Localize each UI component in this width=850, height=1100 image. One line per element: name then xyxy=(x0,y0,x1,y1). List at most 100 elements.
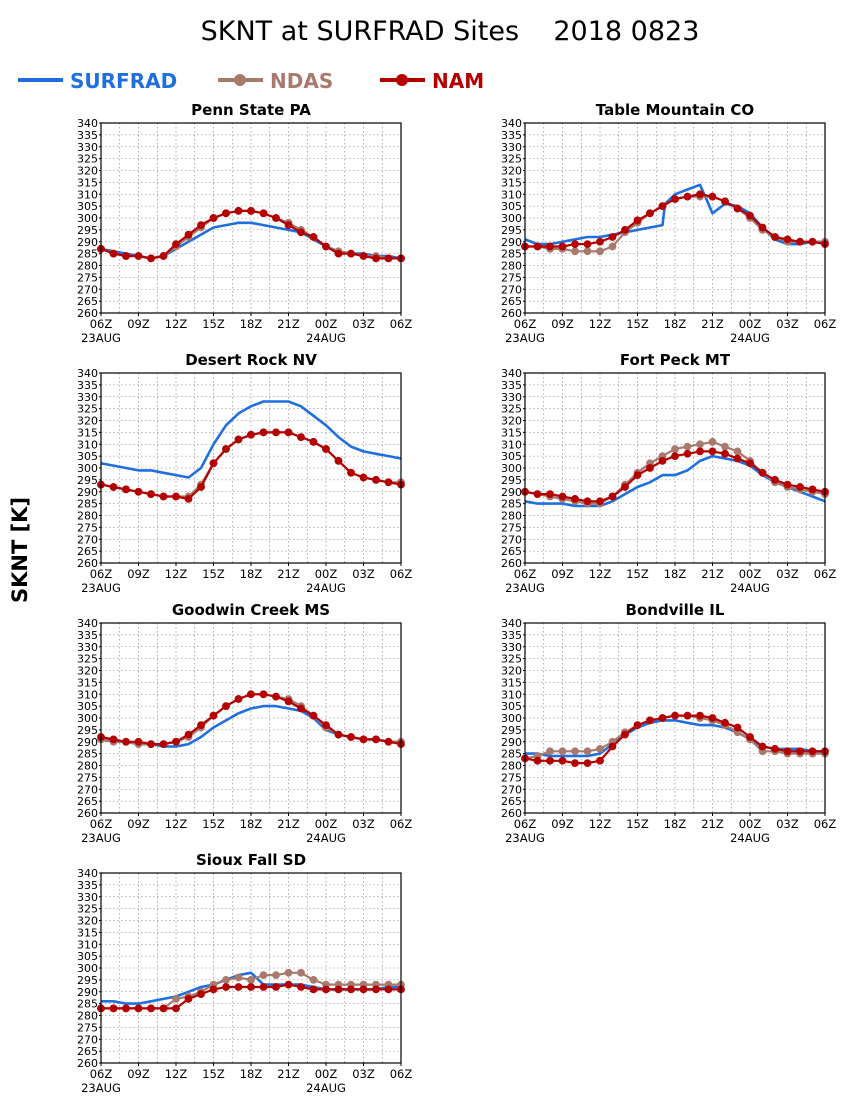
data-point-nam xyxy=(234,206,243,215)
y-tick-label: 265 xyxy=(77,1045,98,1058)
data-point-nam xyxy=(796,747,804,756)
data-point-ndas xyxy=(696,440,704,449)
panels: Penn State PA260265270275280285290295300… xyxy=(77,101,836,1095)
data-point-nam xyxy=(596,497,604,506)
x-tick-label: 06Z xyxy=(90,317,113,331)
y-tick-label: 265 xyxy=(77,795,98,808)
date-label: 24AUG xyxy=(306,831,346,845)
y-tick-label: 315 xyxy=(501,176,522,189)
x-tick-label: 12Z xyxy=(589,567,612,581)
data-point-nam xyxy=(758,223,767,232)
data-point-nam xyxy=(297,704,305,713)
data-point-nam xyxy=(596,237,604,246)
y-tick-label: 315 xyxy=(501,426,522,439)
y-tick-label: 290 xyxy=(501,236,522,249)
y-tick-label: 335 xyxy=(77,629,98,642)
data-point-nam xyxy=(658,714,667,722)
data-point-nam xyxy=(222,702,230,711)
legend-item-nam: NAM xyxy=(380,69,484,93)
panel-title: Desert Rock NV xyxy=(185,351,317,369)
y-tick-label: 265 xyxy=(501,795,522,808)
x-tick-label: 18Z xyxy=(664,817,687,831)
data-point-ndas xyxy=(259,971,268,980)
x-tick-label: 15Z xyxy=(202,567,225,581)
x-tick-label: 12Z xyxy=(165,817,188,831)
y-tick-label: 335 xyxy=(501,379,522,392)
date-label: 23AUG xyxy=(505,581,545,595)
data-point-nam xyxy=(558,242,567,251)
x-tick-label: 12Z xyxy=(589,817,612,831)
data-point-ndas xyxy=(297,968,305,977)
y-tick-label: 295 xyxy=(77,974,98,987)
y-tick-label: 340 xyxy=(501,367,522,380)
figure-title: SKNT at SURFRAD Sites 2018 0823 xyxy=(201,16,700,47)
y-tick-label: 270 xyxy=(501,283,522,296)
y-tick-label: 285 xyxy=(501,248,522,261)
y-tick-label: 330 xyxy=(501,641,522,654)
y-tick-label: 260 xyxy=(77,307,98,320)
data-point-nam xyxy=(234,435,243,444)
data-point-nam xyxy=(247,690,255,699)
y-tick-label: 290 xyxy=(77,486,98,499)
data-point-nam xyxy=(297,983,305,991)
data-point-nam xyxy=(608,492,617,501)
data-point-nam xyxy=(571,494,579,503)
y-tick-label: 285 xyxy=(77,248,98,261)
data-point-nam xyxy=(309,985,318,994)
y-tick-label: 280 xyxy=(77,260,98,273)
legend: SURFRAD NDAS NAM xyxy=(18,69,484,93)
y-tick-label: 305 xyxy=(501,200,522,213)
date-label: 24AUG xyxy=(730,581,770,595)
plot-frame xyxy=(524,622,826,814)
y-tick-label: 285 xyxy=(501,498,522,511)
y-tick-label: 275 xyxy=(501,771,522,784)
x-tick-label: 06Z xyxy=(814,317,837,331)
data-point-nam xyxy=(284,428,293,437)
y-tick-label: 320 xyxy=(77,415,98,428)
y-tick-label: 320 xyxy=(77,165,98,178)
y-axis-label: SKNT [K] xyxy=(8,497,32,603)
data-point-nam xyxy=(159,740,168,749)
y-tick-label: 280 xyxy=(501,760,522,773)
data-point-ndas xyxy=(234,973,243,982)
data-point-nam xyxy=(746,733,754,741)
data-point-nam xyxy=(783,747,792,756)
x-tick-label: 18Z xyxy=(664,317,687,331)
data-point-nam xyxy=(209,711,218,720)
date-label: 23AUG xyxy=(81,581,121,595)
y-tick-label: 305 xyxy=(77,200,98,213)
data-point-nam xyxy=(533,756,542,765)
y-tick-label: 325 xyxy=(77,903,98,916)
data-point-nam xyxy=(384,478,393,487)
data-point-nam xyxy=(334,456,343,465)
x-tick-label: 12Z xyxy=(165,567,188,581)
data-point-nam xyxy=(796,237,804,246)
date-label: 24AUG xyxy=(306,331,346,345)
data-point-ndas xyxy=(708,437,717,446)
data-point-nam xyxy=(796,483,804,491)
data-point-nam xyxy=(184,994,193,1003)
data-point-nam xyxy=(197,221,205,230)
data-point-nam xyxy=(671,711,679,720)
date-label: 23AUG xyxy=(81,831,121,845)
data-point-nam xyxy=(808,485,817,494)
legend-marker-ndas xyxy=(234,74,246,86)
x-tick-label: 06Z xyxy=(390,567,413,581)
data-point-nam xyxy=(259,209,268,218)
data-point-nam xyxy=(309,711,318,720)
data-point-ndas xyxy=(247,975,255,984)
data-point-nam xyxy=(596,756,604,765)
date-label: 24AUG xyxy=(730,831,770,845)
data-point-nam xyxy=(533,490,542,499)
data-point-nam xyxy=(134,1004,143,1013)
y-tick-label: 270 xyxy=(77,1033,98,1046)
data-point-nam xyxy=(746,211,754,220)
y-tick-label: 340 xyxy=(77,617,98,630)
y-tick-label: 325 xyxy=(501,653,522,666)
data-point-ndas xyxy=(733,447,742,456)
y-tick-label: 315 xyxy=(77,426,98,439)
data-point-nam xyxy=(546,756,554,765)
data-point-nam xyxy=(683,449,692,458)
data-point-nam xyxy=(234,983,243,991)
